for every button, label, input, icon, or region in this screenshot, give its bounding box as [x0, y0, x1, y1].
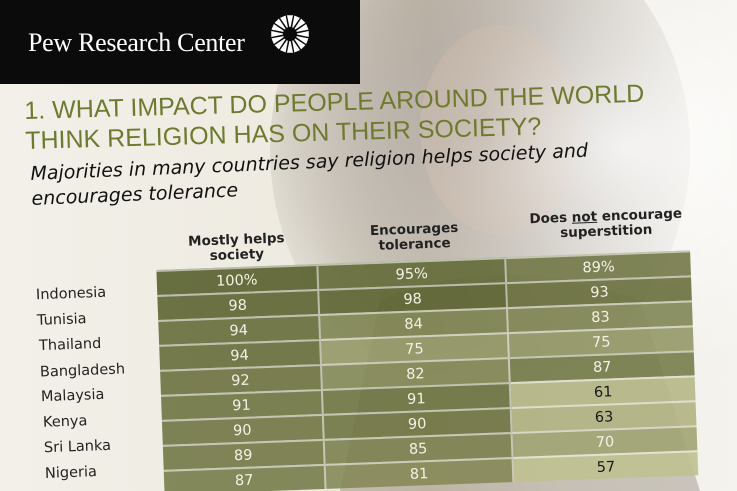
logo-ray [280, 15, 288, 28]
logo-ray [274, 38, 286, 50]
logo-ray [292, 15, 300, 28]
country-label: Thailand [38, 335, 102, 355]
logo-ray [280, 40, 288, 53]
country-label: Tunisia [37, 310, 88, 329]
column-header-text: Mostly helps society [187, 230, 285, 265]
logo-ray [286, 40, 294, 53]
brand-name: Pew Research Center [28, 28, 245, 57]
logo-ray [286, 15, 294, 28]
logo-ray [296, 24, 309, 32]
country-label: Malaysia [40, 386, 105, 406]
column-header: Does not encourage superstition [511, 206, 702, 243]
country-label: Sri Lanka [43, 437, 112, 457]
value-cell: 87 [163, 463, 327, 491]
logo-ray [271, 30, 284, 38]
logo-ray [271, 36, 284, 44]
column-header-text: Encourages tolerance [369, 219, 459, 254]
value-cell: 57 [513, 450, 699, 482]
country-label: Kenya [42, 412, 88, 431]
brand-header: Pew Research Center [0, 0, 360, 84]
country-label: Bangladesh [39, 360, 126, 381]
logo-ray [271, 24, 284, 32]
logo-ray [292, 40, 300, 53]
column-header: Encourages tolerance [339, 220, 490, 255]
logo-ray [296, 30, 309, 38]
logo-ray [294, 38, 306, 50]
logo-ray [296, 36, 309, 44]
column-header: Mostly helps society [161, 230, 312, 265]
sunburst-logo-icon [271, 15, 309, 53]
country-label: Indonesia [35, 284, 107, 304]
country-label: Nigeria [44, 463, 98, 482]
logo-ray [294, 18, 306, 30]
logo-ray [274, 18, 286, 30]
